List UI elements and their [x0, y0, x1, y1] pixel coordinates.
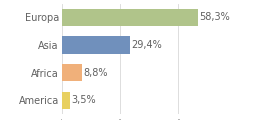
Bar	[62, 64, 82, 81]
Bar	[62, 36, 130, 54]
Text: 58,3%: 58,3%	[199, 12, 230, 22]
Text: 29,4%: 29,4%	[132, 40, 162, 50]
Text: 8,8%: 8,8%	[83, 68, 108, 78]
Bar	[62, 9, 198, 26]
Text: 3,5%: 3,5%	[71, 95, 96, 105]
Bar	[62, 92, 70, 109]
